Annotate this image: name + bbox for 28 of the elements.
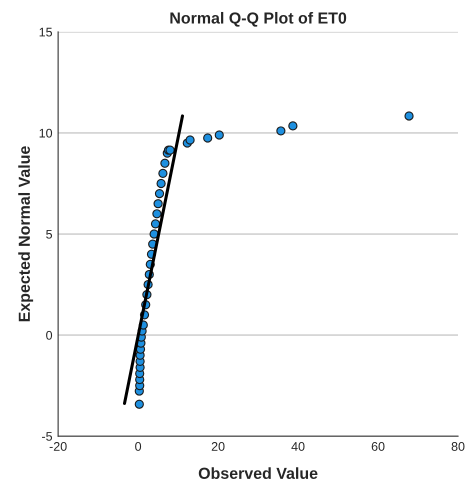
point — [154, 188, 164, 198]
chart-title: Normal Q-Q Plot of ET0 — [170, 12, 346, 27]
y-tick-label: 15 — [40, 28, 52, 37]
y-tick-label: 0 — [46, 330, 52, 340]
point — [134, 400, 144, 409]
point — [288, 121, 298, 130]
point — [153, 199, 163, 208]
y-tick-label: 10 — [40, 128, 52, 138]
x-tick-label: -20 — [50, 442, 67, 451]
point — [404, 111, 414, 121]
point — [276, 126, 286, 136]
x-tick-label: 20 — [212, 442, 225, 451]
point — [185, 135, 195, 145]
point — [152, 209, 162, 218]
x-tick-label: 60 — [372, 442, 385, 451]
x-axis-title: Observed Value — [198, 467, 318, 479]
x-tick-label: 80 — [452, 442, 464, 451]
y-axis-title: Expected Normal Value — [18, 146, 34, 322]
point — [150, 219, 160, 229]
point — [156, 178, 166, 188]
x-tick-label: 0 — [135, 442, 142, 451]
y-tick-label: -5 — [42, 432, 52, 441]
x-tick-label: 40 — [291, 442, 305, 451]
point — [160, 158, 170, 168]
point — [214, 130, 224, 140]
point — [203, 133, 212, 143]
y-tick-label: 5 — [46, 230, 52, 239]
point — [158, 168, 168, 178]
